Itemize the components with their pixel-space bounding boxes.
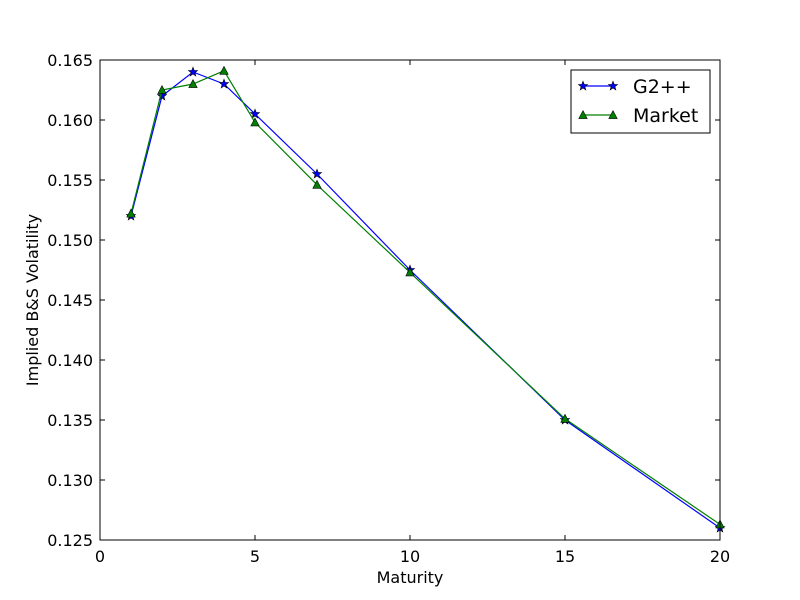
y-tick-label: 0.125 bbox=[47, 531, 93, 550]
y-tick-label: 0.140 bbox=[47, 351, 93, 370]
x-tick-label: 5 bbox=[250, 547, 260, 566]
x-tick-label: 15 bbox=[555, 547, 575, 566]
data-point bbox=[126, 208, 136, 218]
data-point bbox=[218, 78, 230, 89]
y-tick-label: 0.150 bbox=[47, 231, 93, 250]
x-tick-label: 10 bbox=[400, 547, 420, 566]
plot-frame bbox=[99, 59, 721, 541]
legend-label: Market bbox=[633, 105, 698, 127]
y-tick-label: 0.145 bbox=[47, 291, 93, 310]
y-tick-label: 0.165 bbox=[47, 51, 93, 70]
series-market bbox=[126, 65, 725, 529]
data-point bbox=[560, 413, 570, 423]
y-axis-label: Implied B&S Volatility bbox=[23, 214, 42, 386]
y-tick-label: 0.155 bbox=[47, 171, 93, 190]
data-point bbox=[311, 168, 323, 179]
legend-item: Market bbox=[578, 105, 698, 127]
plot-area bbox=[100, 60, 720, 540]
legend-marker bbox=[608, 109, 618, 119]
data-point bbox=[405, 267, 415, 277]
data-point bbox=[188, 78, 198, 88]
legend-label: G2++ bbox=[633, 76, 692, 98]
legend-marker bbox=[607, 80, 619, 91]
data-point bbox=[157, 84, 167, 94]
legend-marker bbox=[577, 80, 589, 91]
legend: G2++ Market bbox=[570, 69, 711, 134]
data-point bbox=[219, 65, 229, 75]
y-tick-label: 0.160 bbox=[47, 111, 93, 130]
y-tick-label: 0.135 bbox=[47, 411, 93, 430]
y-tick-label: 0.130 bbox=[47, 471, 93, 490]
data-point bbox=[156, 90, 168, 101]
data-point bbox=[249, 108, 261, 119]
data-point bbox=[312, 179, 322, 189]
data-point bbox=[187, 66, 199, 77]
data-point bbox=[250, 117, 260, 127]
legend-marker bbox=[578, 109, 588, 119]
legend-items: G2++ Market bbox=[577, 76, 698, 127]
series-layer bbox=[125, 65, 726, 533]
tick-labels: 0 5 10 15 20 0.125 0.130 0.135 0.140 0.145 0.150 0.… bbox=[47, 51, 730, 566]
x-tick-label: 0 bbox=[95, 547, 105, 566]
x-tick-label: 20 bbox=[710, 547, 730, 566]
x-axis-label: Maturity bbox=[377, 568, 444, 587]
legend-item: G2++ bbox=[577, 76, 692, 98]
legend-box bbox=[570, 69, 711, 134]
